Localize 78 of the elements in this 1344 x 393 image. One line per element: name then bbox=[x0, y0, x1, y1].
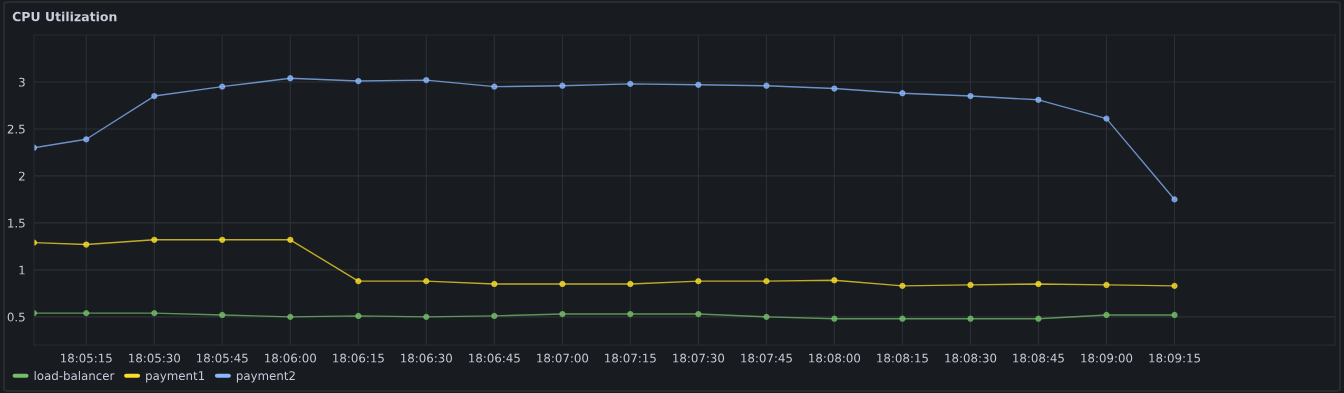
point bbox=[1171, 282, 1178, 289]
point bbox=[219, 83, 226, 90]
point bbox=[1035, 280, 1042, 288]
y-tick-label: 2.5 bbox=[7, 124, 25, 134]
chart-title: CPU Utilization bbox=[12, 11, 117, 22]
x-tick-label: 18:07:00 bbox=[537, 353, 589, 363]
point bbox=[83, 309, 90, 317]
point bbox=[151, 236, 158, 243]
point bbox=[695, 310, 702, 318]
point bbox=[627, 310, 634, 318]
x-tick-label: 18:06:15 bbox=[333, 353, 384, 363]
point bbox=[695, 278, 702, 285]
point bbox=[219, 311, 226, 319]
legend-label: payment2 bbox=[236, 371, 295, 383]
y-tick-label: 1.5 bbox=[8, 218, 25, 228]
x-tick-label: 18:06:30 bbox=[401, 353, 452, 363]
x-tick-label: 18:07:45 bbox=[741, 353, 792, 363]
point bbox=[967, 315, 974, 322]
y-tick-label: 1 bbox=[19, 265, 25, 275]
point bbox=[967, 281, 974, 289]
point bbox=[355, 77, 362, 85]
point bbox=[899, 315, 906, 322]
point bbox=[423, 313, 430, 320]
point bbox=[287, 313, 294, 320]
point bbox=[355, 278, 362, 285]
point bbox=[491, 83, 498, 90]
point bbox=[491, 280, 498, 288]
point bbox=[1035, 96, 1042, 103]
point bbox=[1171, 311, 1178, 319]
x-tick-label: 18:08:15 bbox=[877, 353, 928, 363]
x-tick-label: 18:06:45 bbox=[469, 353, 520, 363]
point bbox=[151, 309, 158, 317]
point bbox=[627, 280, 634, 288]
x-tick-label: 18:05:15 bbox=[61, 353, 112, 363]
legend-label: load-balancer bbox=[34, 370, 115, 381]
point bbox=[1103, 281, 1110, 289]
point bbox=[763, 278, 770, 285]
y-tick-label: 3 bbox=[19, 77, 25, 87]
legend-label: payment1 bbox=[146, 371, 205, 383]
point bbox=[559, 82, 566, 89]
point bbox=[899, 282, 906, 289]
point bbox=[287, 236, 294, 243]
point bbox=[287, 75, 294, 82]
point bbox=[423, 76, 430, 84]
y-tick-label: 0.5 bbox=[7, 312, 25, 322]
x-tick-label: 18:05:45 bbox=[197, 353, 248, 363]
point bbox=[899, 90, 906, 97]
point bbox=[695, 81, 702, 88]
y-tick-label: 2 bbox=[19, 171, 25, 181]
point bbox=[355, 312, 362, 320]
point bbox=[491, 312, 498, 320]
point bbox=[83, 241, 90, 248]
point bbox=[559, 280, 566, 288]
x-tick-label: 18:07:15 bbox=[605, 353, 656, 363]
x-tick-label: 18:09:00 bbox=[1081, 353, 1133, 363]
point bbox=[83, 136, 90, 143]
point bbox=[831, 315, 838, 322]
x-tick-label: 18:08:00 bbox=[809, 353, 861, 363]
point bbox=[967, 92, 974, 100]
x-tick-label: 18:08:30 bbox=[945, 353, 997, 363]
point bbox=[423, 278, 430, 285]
point bbox=[1103, 115, 1110, 122]
point bbox=[763, 313, 770, 320]
point bbox=[627, 80, 634, 87]
point bbox=[831, 277, 838, 284]
point bbox=[219, 236, 226, 243]
x-tick-label: 18:07:30 bbox=[673, 353, 725, 363]
x-tick-label: 18:08:45 bbox=[1013, 353, 1064, 363]
point bbox=[1171, 196, 1178, 203]
point bbox=[1035, 315, 1042, 322]
point bbox=[151, 92, 158, 100]
point bbox=[831, 85, 838, 92]
x-tick-label: 18:05:30 bbox=[129, 353, 181, 363]
x-tick-label: 18:06:00 bbox=[265, 353, 317, 363]
point bbox=[559, 310, 566, 318]
point bbox=[763, 82, 770, 89]
x-tick-label: 18:09:15 bbox=[1149, 353, 1201, 363]
point bbox=[1103, 311, 1110, 319]
